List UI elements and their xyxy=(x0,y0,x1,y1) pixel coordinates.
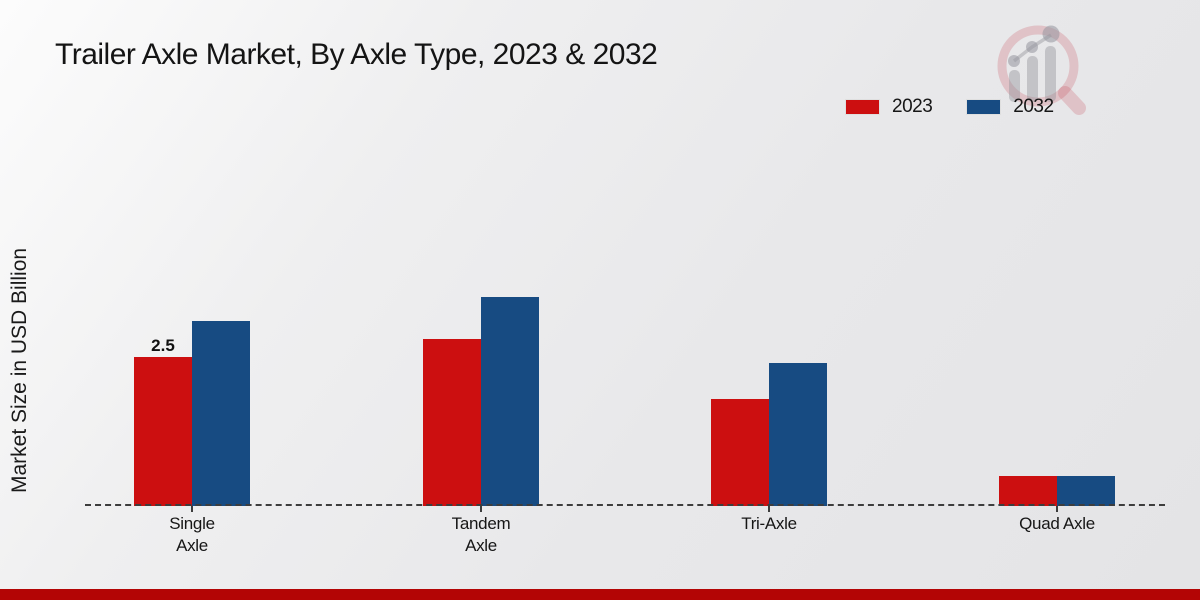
legend-item-2032: 2032 xyxy=(966,96,1054,118)
bar-2032-single-axle xyxy=(192,321,250,506)
legend-label-2023: 2023 xyxy=(892,96,933,117)
chart-title: Trailer Axle Market, By Axle Type, 2023 … xyxy=(55,38,658,71)
axis-tick-single-axle xyxy=(191,506,193,512)
bar-2023-single-axle xyxy=(134,357,192,506)
bar-2032-tri-axle xyxy=(769,363,827,506)
legend-label-2032: 2032 xyxy=(1013,96,1054,117)
bar-2032-tandem-axle xyxy=(481,297,539,506)
category-label-tri-axle: Tri-Axle xyxy=(741,514,797,533)
category-label-quad-axle: Quad Axle xyxy=(1019,514,1095,533)
axis-tick-tri-axle xyxy=(768,506,770,512)
bottom-accent-bar xyxy=(0,589,1200,600)
legend-swatch-2032 xyxy=(966,99,1002,115)
bar-2032-quad-axle xyxy=(1057,476,1115,506)
legend: 2023 2032 xyxy=(845,96,1054,118)
data-label: 2.5 xyxy=(151,336,175,355)
axis-tick-quad-axle xyxy=(1056,506,1058,512)
x-axis-baseline xyxy=(85,504,1165,506)
legend-swatch-2023 xyxy=(845,99,880,115)
bar-2023-tri-axle xyxy=(711,399,769,506)
bar-2023-tandem-axle xyxy=(423,339,481,506)
bar-2023-quad-axle xyxy=(999,476,1057,506)
magnifier-growth-chart-icon xyxy=(997,25,1086,115)
category-label-tandem-axle: Tandem Axle xyxy=(451,514,511,555)
category-label-single-axle: Single Axle xyxy=(169,514,215,555)
axis-tick-tandem-axle xyxy=(480,506,482,512)
legend-item-2023: 2023 xyxy=(845,96,933,118)
